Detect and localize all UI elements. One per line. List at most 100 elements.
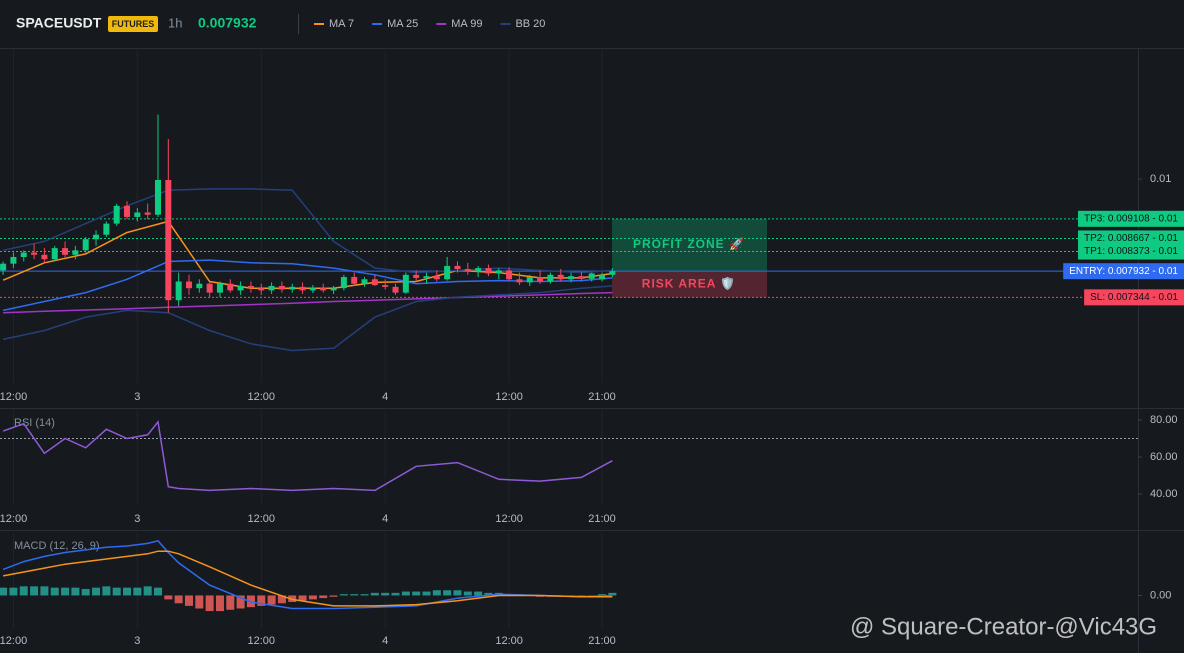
histogram-bar — [0, 587, 8, 596]
symbol: SPACEUSDT — [16, 15, 102, 31]
candle-body — [289, 286, 296, 290]
x-tick-label: 4 — [382, 391, 388, 403]
candle-body — [31, 252, 38, 255]
histogram-bar — [9, 587, 18, 596]
histogram-bar — [370, 592, 379, 596]
candle-body — [309, 287, 316, 291]
histogram-bar — [391, 592, 400, 596]
candle-body — [196, 283, 203, 289]
panel-title: RSI (14) — [14, 417, 55, 429]
candle-body — [351, 277, 358, 284]
x-tick-label: 4 — [382, 635, 388, 647]
x-tick-label: 12:00 — [0, 513, 27, 525]
histogram-bar — [50, 587, 59, 596]
indicator-line — [2, 550, 613, 607]
candle-body — [588, 273, 595, 279]
candle-body — [557, 274, 564, 280]
histogram-bar — [174, 595, 183, 604]
candle-body — [237, 285, 244, 291]
y-tick-label: 80.00 — [1150, 414, 1178, 426]
histogram-bar — [432, 590, 441, 596]
candle-body — [526, 277, 533, 283]
zone-label: PROFIT ZONE 🚀 — [633, 237, 745, 251]
x-tick-label: 3 — [134, 635, 140, 647]
histogram-bar — [484, 592, 493, 596]
histogram-bar — [19, 586, 28, 596]
legend-label: MA 99 — [451, 18, 482, 30]
candle-body — [103, 223, 110, 235]
histogram-bar — [236, 595, 245, 609]
candle-body — [609, 271, 616, 275]
candle-body — [175, 281, 182, 301]
x-tick-label: 21:00 — [588, 391, 616, 403]
x-tick-label: 12:00 — [0, 391, 27, 403]
legend-label: MA 25 — [387, 18, 418, 30]
indicator-line — [2, 539, 613, 610]
level-label-background — [1078, 243, 1184, 260]
candle-body — [227, 283, 234, 291]
interval: 1h — [168, 15, 182, 30]
candle-body — [547, 274, 554, 282]
level-label: TP2: 0.008667 - 0.01 — [1084, 233, 1178, 244]
x-tick-label: 3 — [134, 513, 140, 525]
y-tick-label: 0.00 — [1150, 589, 1171, 601]
legend-label: BB 20 — [515, 18, 545, 30]
histogram-bar — [308, 595, 317, 600]
histogram-bar — [412, 591, 421, 596]
candle-body — [516, 279, 523, 283]
level-label: SL: 0.007344 - 0.01 — [1090, 292, 1178, 303]
candle-body — [206, 283, 213, 293]
candle-body — [382, 285, 389, 287]
candle-body — [278, 285, 285, 290]
histogram-bar — [112, 587, 121, 596]
y-tick-label: 40.00 — [1150, 488, 1178, 500]
histogram-bar — [339, 594, 348, 596]
candle-body — [144, 212, 151, 215]
candle-body — [340, 277, 347, 289]
histogram-bar — [267, 595, 276, 605]
panel-title: MACD (12, 26, 9) — [14, 540, 100, 552]
candle-body — [392, 286, 399, 293]
candle-body — [371, 279, 378, 286]
candle-body — [20, 252, 27, 258]
zone-label: RISK AREA 🛡️ — [642, 276, 736, 290]
candle-body — [165, 179, 172, 301]
candle-body — [185, 281, 192, 289]
histogram-bar — [401, 591, 410, 596]
candle-body — [258, 288, 265, 291]
candle-body — [433, 276, 440, 280]
histogram-bar — [381, 592, 390, 596]
histogram-bar — [608, 592, 617, 596]
histogram-bar — [102, 586, 111, 596]
histogram-bar — [184, 595, 193, 606]
candle-body — [299, 286, 306, 291]
indicator-line — [2, 285, 613, 352]
candle-body — [10, 257, 17, 264]
indicator-line — [2, 420, 613, 492]
candle-body — [506, 270, 513, 280]
histogram-bar — [143, 586, 152, 596]
legend-label: MA 7 — [329, 18, 354, 30]
histogram-bar — [226, 595, 235, 610]
candle-body — [41, 254, 48, 260]
histogram-bar — [195, 595, 204, 609]
candle-body — [0, 263, 7, 271]
candle-body — [464, 269, 471, 272]
histogram-bar — [463, 591, 472, 596]
candle-body — [361, 279, 368, 284]
histogram-bar — [215, 595, 224, 612]
level-label-background — [1078, 230, 1184, 247]
level-label-background — [1063, 263, 1184, 280]
candle-body — [578, 276, 585, 279]
level-label: ENTRY: 0.007932 - 0.01 — [1069, 266, 1178, 277]
watermark: @ Square-Creator-@Vic43G — [850, 613, 1157, 640]
candle-body — [423, 276, 430, 278]
x-tick-label: 21:00 — [588, 635, 616, 647]
candle-body — [113, 205, 120, 224]
histogram-bar — [474, 591, 483, 596]
x-tick-label: 3 — [134, 391, 140, 403]
candle-body — [124, 205, 131, 217]
